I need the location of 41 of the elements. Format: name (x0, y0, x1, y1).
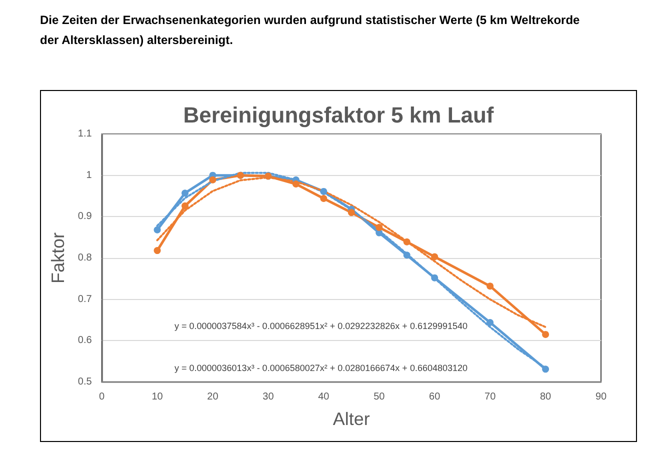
y-axis-title: Faktor (48, 232, 68, 284)
point (542, 366, 550, 373)
x-tick-label: 60 (429, 392, 441, 402)
y-tick-label: 0.8 (78, 252, 92, 264)
point (292, 180, 300, 188)
point (431, 253, 438, 260)
point (182, 190, 188, 197)
x-tick-label: 30 (262, 392, 274, 402)
text: Die Zeiten der Erwachsenenkategorien wurden aufgrund statistischer Werte (5 km Weltrekorde der Altersklassen) altersbereinigt. (40, 12, 581, 49)
point (320, 188, 328, 195)
x-tick-label: 0 (99, 392, 106, 402)
x-tick-label: 80 (540, 392, 552, 402)
x-tick-label: 70 (484, 392, 496, 402)
point (376, 224, 383, 231)
point (154, 226, 161, 234)
y-tick-label: 0.7 (78, 294, 92, 305)
y-tick-label: 1.1 (78, 128, 92, 140)
x-tick-label: 10 (152, 392, 164, 402)
x-axis-title: Alter (332, 409, 370, 429)
x-tick-label: 20 (207, 392, 219, 402)
point (154, 247, 161, 254)
point (403, 252, 410, 259)
point (542, 330, 550, 338)
point (431, 274, 438, 282)
y-tick-label: 0.9 (78, 211, 92, 222)
y-tick-label: 1 (86, 170, 92, 181)
y-tick-label: 0.5 (78, 376, 92, 388)
point (182, 202, 188, 210)
x-tick-label: 40 (318, 392, 330, 402)
point (320, 194, 328, 202)
y-tick-label: 0.6 (78, 335, 92, 346)
point (486, 282, 494, 290)
x-tick-label: 50 (374, 392, 386, 402)
chart-title: Bereinigungsfaktor 5 km Lauf (183, 102, 494, 128)
x-tick-label: 90 (595, 392, 607, 402)
point (486, 318, 494, 326)
point (209, 176, 216, 184)
annotation: y = 0.0000036013x³ - 0.0006580027x² + 0.0280166674x + 0.6604803120 (174, 363, 468, 373)
point (348, 209, 355, 216)
annotation: y = 0.0000037584x³ - 0.0006628951x² + 0.0292232826x + 0.6129991540 (174, 321, 468, 331)
point (403, 238, 410, 246)
